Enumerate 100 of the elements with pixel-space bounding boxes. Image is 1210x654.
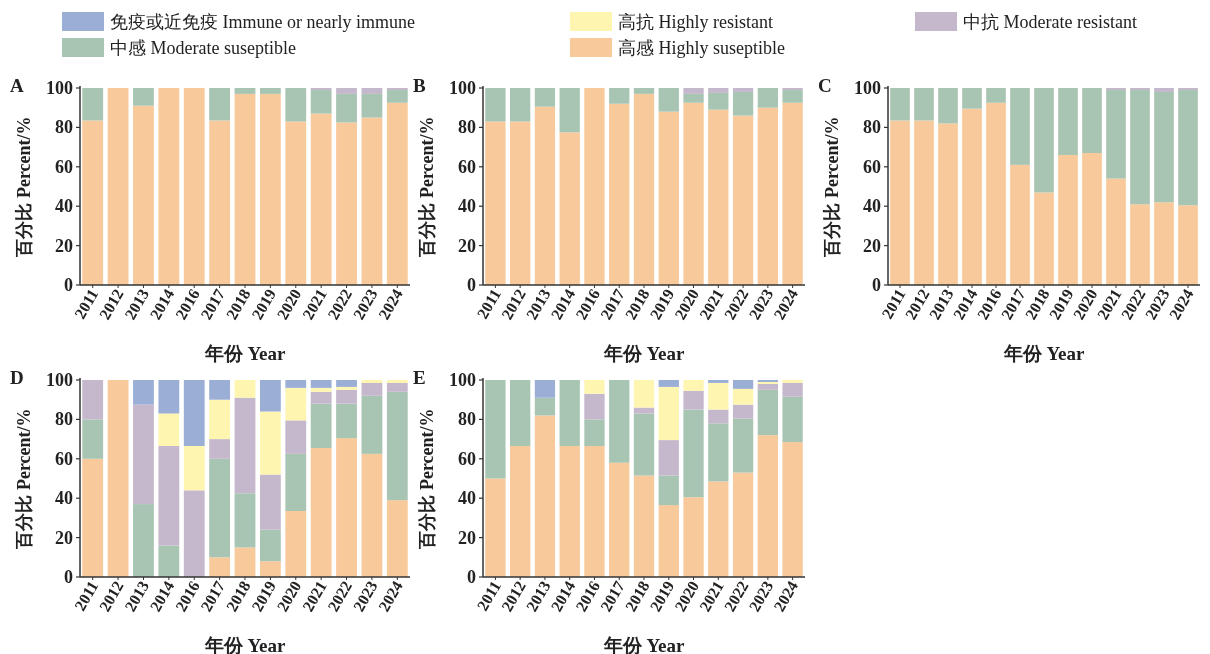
chart-title: D (10, 367, 24, 388)
bar (683, 409, 704, 498)
y-tick-label: 60 (458, 156, 476, 177)
bar (386, 89, 408, 103)
x-axis-title: 年份 Year (602, 343, 685, 364)
bar (683, 380, 704, 391)
y-tick-label: 20 (458, 527, 476, 548)
y-tick-label: 20 (55, 235, 73, 256)
bar (361, 395, 383, 454)
bar (757, 107, 778, 285)
bar (1154, 202, 1174, 285)
bar (732, 418, 754, 473)
bar (234, 547, 256, 577)
bar (633, 93, 655, 285)
y-tick-label: 60 (55, 156, 73, 177)
y-tick-label: 100 (46, 370, 73, 390)
bar (133, 88, 154, 106)
bar (259, 411, 281, 475)
y-tick-label: 20 (863, 235, 881, 256)
bar (584, 88, 605, 285)
bar (310, 89, 332, 114)
bar (209, 399, 231, 440)
chart-title: A (10, 75, 24, 96)
y-tick-label: 40 (55, 488, 73, 509)
bar (584, 380, 605, 394)
bar (732, 388, 754, 405)
bar (658, 88, 679, 112)
y-axis-title: 百分比 Percent/% (822, 116, 842, 258)
bar (259, 474, 281, 530)
bar (1130, 89, 1150, 205)
legend-label: 免疫或近免疫 Immune or nearly immune (110, 12, 415, 32)
y-tick-label: 40 (55, 196, 73, 217)
bar (683, 93, 704, 103)
y-axis-title: 百分比 Percent/% (417, 408, 437, 550)
y-axis-title: 百分比 Percent/% (417, 116, 437, 258)
x-axis-title: 年份 Year (602, 635, 685, 654)
bar (285, 88, 307, 122)
bar (782, 380, 803, 383)
bar (336, 122, 357, 285)
bar (534, 88, 556, 107)
bar (259, 380, 281, 412)
y-tick-label: 0 (64, 275, 73, 295)
bar (310, 403, 332, 448)
y-tick-label: 80 (55, 117, 73, 138)
x-axis-title: 年份 Year (203, 635, 286, 654)
bar (609, 380, 630, 463)
bar (683, 497, 704, 577)
y-tick-label: 100 (46, 78, 73, 98)
bar (584, 393, 605, 420)
bar (890, 88, 910, 121)
bar (361, 380, 383, 383)
y-tick-label: 80 (458, 117, 476, 138)
bar (757, 383, 778, 390)
y-tick-label: 0 (467, 275, 476, 295)
y-axis-title: 百分比 Percent/% (14, 408, 34, 550)
legend-label: 高感 Highly suseptible (618, 38, 785, 58)
bar (82, 120, 104, 285)
bar (82, 419, 104, 459)
bar (782, 102, 803, 285)
y-tick-label: 40 (458, 488, 476, 509)
y-tick-label: 100 (854, 78, 881, 98)
bar (559, 380, 580, 446)
bar (386, 382, 408, 392)
bar (757, 435, 778, 577)
bar (234, 380, 256, 398)
bar (938, 88, 958, 124)
bar (336, 389, 357, 404)
bar (336, 380, 357, 387)
y-tick-label: 80 (863, 117, 881, 138)
bar (708, 409, 729, 424)
bar (82, 458, 104, 577)
bar (285, 121, 307, 285)
bar (259, 93, 281, 285)
bar (209, 120, 231, 285)
bar (310, 113, 332, 285)
bar (1130, 204, 1150, 285)
bar (962, 108, 982, 285)
bar (1034, 192, 1054, 285)
y-tick-label: 60 (458, 448, 476, 469)
bar (708, 88, 729, 93)
bar (708, 423, 729, 482)
bar (510, 446, 531, 577)
bar (510, 88, 531, 122)
bar (534, 415, 556, 577)
y-tick-label: 100 (449, 370, 476, 390)
bar (633, 475, 655, 577)
bar (782, 396, 803, 443)
bar (133, 380, 154, 405)
x-axis-title: 年份 Year (1002, 343, 1085, 364)
bar (732, 88, 754, 92)
bar (158, 545, 180, 577)
bar (1082, 153, 1102, 285)
bar (259, 88, 281, 94)
bar (234, 93, 256, 285)
bar (510, 121, 531, 285)
bar (708, 382, 729, 410)
bar (1178, 89, 1198, 206)
y-tick-label: 0 (872, 275, 881, 295)
y-tick-label: 40 (863, 196, 881, 217)
bar (732, 91, 754, 116)
